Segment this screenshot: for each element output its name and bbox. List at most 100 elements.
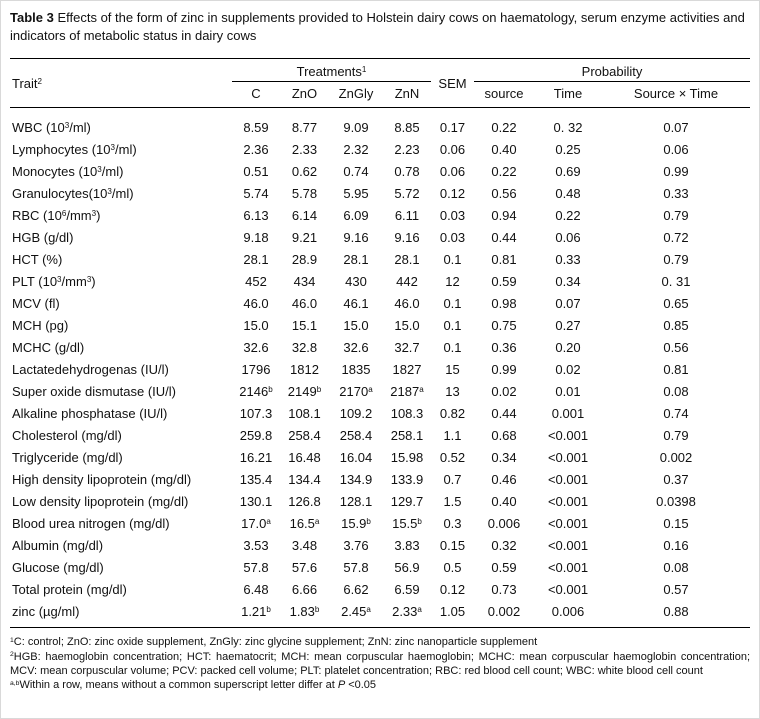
value-cell: 434: [293, 274, 316, 290]
value-cell: <0.001: [547, 428, 589, 444]
trait-cell: MCH (pg): [12, 318, 69, 334]
value-cell: 0.36: [491, 340, 517, 356]
value-cell: 1796: [241, 362, 271, 378]
value-cell: 0.07: [663, 120, 689, 136]
value-cell: 6.14: [291, 208, 318, 224]
value-cell: 442: [396, 274, 418, 290]
table-row: Monocytes (103/ml) 0.51 0.62 0.74 0.78 0.06 0.…: [10, 161, 750, 183]
trait-cell: MCV (fl): [12, 296, 60, 312]
value-cell: 32.7: [394, 340, 420, 356]
value-cell: 0.27: [555, 318, 581, 334]
value-cell: 6.11: [394, 208, 420, 224]
sub-header-row: C ZnO ZnGly ZnN source Time Source × Tim…: [10, 81, 751, 109]
value-cell: 0.1: [443, 318, 462, 334]
value-cell: 0.40: [491, 494, 517, 510]
value-cell: 6.48: [243, 582, 269, 598]
value-cell: 0.06: [439, 164, 466, 180]
col-header-zno: ZnO: [280, 81, 329, 109]
table-row: Super oxide dismutase (IU/l) 2146b 2149b 21…: [10, 381, 750, 403]
value-cell: 0.74: [343, 164, 369, 180]
value-cell: 258.4: [339, 428, 373, 444]
value-cell: 0.98: [491, 296, 517, 312]
value-cell: 0.81: [491, 252, 517, 268]
value-cell: 0.34: [491, 450, 517, 466]
value-cell: 15: [445, 362, 460, 378]
value-cell: 32.6: [243, 340, 269, 356]
value-cell: 2146b: [239, 384, 273, 400]
value-cell: 258.4: [288, 428, 321, 444]
value-cell: 46.0: [243, 296, 269, 312]
value-cell: 0.32: [491, 538, 517, 554]
value-cell: 0.22: [555, 208, 581, 224]
value-cell: 0.57: [663, 582, 689, 598]
value-cell: 0.65: [663, 296, 689, 312]
value-cell: 2.33: [291, 142, 318, 158]
value-cell: 0.001: [551, 406, 585, 422]
value-cell: 0.22: [491, 120, 517, 136]
trait-cell: Blood urea nitrogen (mg/dl): [12, 516, 170, 532]
value-cell: 0.56: [491, 186, 517, 202]
table-row: High density lipoprotein (mg/dl) 135.4 134…: [10, 469, 750, 491]
value-cell: 28.1: [343, 252, 369, 268]
trait-cell: Total protein (mg/dl): [12, 582, 127, 598]
value-cell: 6.09: [343, 208, 369, 224]
table-row: Lymphocytes (103/ml) 2.36 2.33 2.32 2.23 0.06…: [10, 139, 750, 161]
value-cell: 32.6: [343, 340, 369, 356]
table-row: Low density lipoprotein (mg/dl) 130.1 126.…: [10, 491, 750, 513]
table-body: WBC (103/ml) 8.59 8.77 9.09 8.85 0.17 0.22 0. 3…: [10, 108, 751, 629]
value-cell: 0.74: [663, 406, 689, 422]
value-cell: 0.16: [663, 538, 689, 554]
value-cell: 0.88: [602, 600, 751, 629]
trait-cell: Alkaline phosphatase (IU/l): [12, 406, 168, 422]
value-cell: 0.44: [491, 406, 517, 422]
results-table: Trait2 Treatments1 SEM Probability C ZnO…: [10, 58, 751, 629]
value-cell: 0.17: [439, 120, 466, 136]
value-cell: 6.13: [243, 208, 269, 224]
trait-cell: HCT (%): [12, 252, 63, 268]
col-header-source: source: [474, 81, 534, 109]
value-cell: 0.15: [663, 516, 689, 532]
value-cell: 2149b: [287, 384, 322, 400]
value-cell: 0.3: [443, 516, 462, 532]
header-sem: SEM: [431, 58, 474, 109]
value-cell: 15.1: [291, 318, 318, 334]
table-row: Albumin (mg/dl) 3.53 3.48 3.76 3.83 0.15 0.32 <…: [10, 535, 750, 557]
value-cell: 0.48: [555, 186, 581, 202]
value-cell: 28.9: [291, 252, 318, 268]
table-row: MCV (fl) 46.0 46.0 46.1 46.0 0.1 0.98 0.07 0.65: [10, 293, 750, 315]
value-cell: 57.8: [243, 560, 269, 576]
value-cell: 0.79: [663, 252, 689, 268]
value-cell: 0.94: [491, 208, 517, 224]
value-cell: 0.06: [555, 230, 581, 246]
table-row: Total protein (mg/dl) 6.48 6.66 6.62 6.59 0.1…: [10, 579, 750, 601]
value-cell: 0.20: [555, 340, 581, 356]
value-cell: 126.8: [288, 494, 321, 510]
value-cell: 6.62: [343, 582, 369, 598]
trait-cell: Albumin (mg/dl): [12, 538, 104, 554]
value-cell: 5.74: [243, 186, 269, 202]
header-treatments: Treatments1: [232, 58, 431, 83]
value-cell: 1.21b: [232, 600, 280, 629]
value-cell: 0.33: [663, 186, 689, 202]
value-cell: 0.02: [491, 384, 517, 400]
value-cell: 2.33a: [383, 600, 431, 629]
trait-cell: WBC (103/ml): [12, 120, 91, 136]
value-cell: 5.78: [291, 186, 318, 202]
value-cell: 0.99: [491, 362, 517, 378]
value-cell: <0.001: [547, 472, 589, 488]
value-cell: 0.12: [439, 582, 466, 598]
value-cell: 1835: [341, 362, 371, 378]
value-cell: 109.2: [339, 406, 373, 422]
value-cell: 2187a: [390, 384, 424, 400]
value-cell: 129.7: [390, 494, 424, 510]
value-cell: 5.72: [394, 186, 420, 202]
value-cell: 0.78: [394, 164, 420, 180]
table-row: Granulocytes(103/ml) 5.74 5.78 5.95 5.72 0.12…: [10, 183, 750, 205]
value-cell: 16.21: [239, 450, 273, 466]
value-cell: 0.22: [491, 164, 517, 180]
trait-cell: Low density lipoprotein (mg/dl): [12, 494, 189, 510]
value-cell: 0.85: [663, 318, 689, 334]
value-cell: 9.16: [343, 230, 369, 246]
value-cell: 0.1: [443, 252, 462, 268]
value-cell: 46.0: [291, 296, 318, 312]
